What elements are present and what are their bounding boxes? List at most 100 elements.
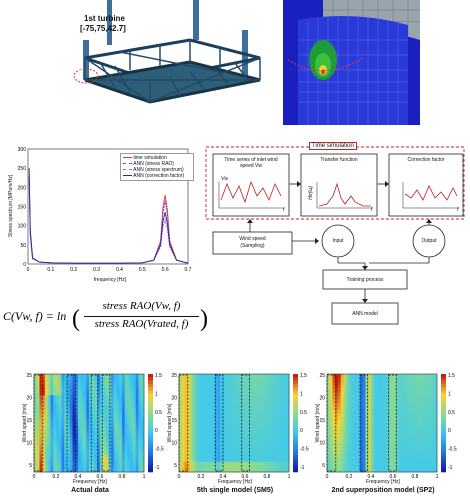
heatmap-cell	[89, 384, 93, 389]
heatmap-cell	[58, 395, 62, 399]
heatmap-cell	[64, 405, 68, 410]
heatmap-cell	[250, 465, 254, 469]
heatmap-cell	[45, 447, 49, 452]
heatmap-cell	[78, 465, 82, 469]
heatmap-cell	[368, 395, 372, 399]
heatmap-cell	[80, 423, 84, 427]
heatmap-xlabel: Frequency [Hz]	[366, 479, 400, 485]
heatmap-cell	[231, 416, 235, 420]
heatmap-cell	[245, 433, 249, 438]
heatmap-cell	[384, 433, 388, 438]
heatmap-cell	[97, 405, 101, 410]
colorbar-segment	[441, 374, 446, 378]
heatmap-cell	[283, 423, 287, 427]
heatmap-cell	[428, 402, 432, 406]
heatmap-cell	[362, 416, 366, 420]
heatmap-cell	[343, 374, 347, 378]
heatmap-cell	[390, 398, 394, 403]
heatmap-cell	[53, 402, 57, 406]
heatmap-cell	[89, 412, 93, 417]
heatmap-cell	[365, 388, 369, 392]
heatmap-cell	[256, 451, 260, 455]
heatmap-cell	[373, 377, 377, 382]
heatmap-cell	[50, 444, 54, 448]
heatmap-cell	[220, 430, 224, 434]
heatmap-cell	[404, 468, 408, 473]
heatmap-cell	[69, 388, 73, 392]
heatmap-cell	[141, 412, 145, 417]
heatmap-cell	[371, 405, 375, 410]
heatmap-cell	[234, 468, 238, 473]
colorbar-segment	[293, 374, 298, 378]
heatmap-cell	[56, 388, 60, 392]
heatmap-cell	[253, 416, 257, 420]
heatmap-cell	[283, 381, 287, 385]
colorbar-segment	[293, 452, 298, 456]
heatmap-cell	[371, 402, 375, 406]
heatmap-cell	[58, 444, 62, 448]
heatmap-cell	[343, 461, 347, 466]
heatmap-cell	[220, 395, 224, 399]
heatmap-cell	[42, 412, 46, 417]
heatmap-cell	[371, 444, 375, 448]
heatmap-cell	[124, 405, 128, 410]
heatmap-cell	[332, 465, 336, 469]
heatmap-cell	[89, 451, 93, 455]
heatmap-cell	[387, 430, 391, 434]
heatmap-cell	[201, 454, 205, 459]
heatmap-cell	[280, 461, 284, 466]
heatmap-cell	[387, 409, 391, 413]
heatmap-cell	[201, 377, 205, 382]
heatmap-cell	[116, 440, 120, 445]
heatmap-cell	[217, 405, 221, 410]
heatmap-cell	[245, 454, 249, 459]
heatmap-cell	[214, 395, 218, 399]
heatmap-cell	[203, 412, 207, 417]
heatmap-cell	[130, 461, 134, 466]
heatmap-cell	[75, 374, 79, 378]
heatmap-cell	[332, 430, 336, 434]
heatmap-cell	[286, 465, 290, 469]
heatmap-cell	[264, 377, 268, 382]
heatmap-cell	[212, 426, 216, 431]
heatmap-cell	[406, 416, 410, 420]
heatmap-cell	[412, 416, 416, 420]
heatmap-cell	[34, 437, 38, 441]
heatmap-cell	[412, 430, 416, 434]
colorbar-segment	[441, 465, 446, 470]
heatmap-cell	[36, 454, 40, 459]
heatmap-cell	[365, 409, 369, 413]
heatmap-cell	[236, 468, 240, 473]
heatmap-cell	[338, 388, 342, 392]
heatmap-cell	[64, 395, 68, 399]
heatmap-cell	[242, 377, 246, 382]
colorbar-segment	[293, 436, 298, 440]
heatmap-cell	[78, 426, 82, 431]
heatmap-cell	[349, 395, 353, 399]
heatmap-cell	[198, 461, 202, 466]
heatmap-cell	[141, 384, 145, 389]
heatmap-cell	[78, 405, 82, 410]
heatmap-cell	[214, 377, 218, 382]
heatmap-cell	[420, 391, 424, 396]
heatmap-cell	[231, 458, 235, 462]
heatmap-cell	[39, 405, 43, 410]
heatmap-cell	[409, 374, 413, 378]
heatmap-cell	[97, 433, 101, 438]
heatmap-cell	[220, 412, 224, 417]
heatmap-cell	[335, 440, 339, 445]
heatmap-cell	[56, 398, 60, 403]
heatmap-cell	[206, 395, 210, 399]
heatmap-cell	[97, 437, 101, 441]
heatmap-cell	[376, 430, 380, 434]
heatmap-cell	[395, 423, 399, 427]
heatmap-cell	[360, 377, 364, 382]
heatmap-cell	[373, 416, 377, 420]
heatmap-cell	[217, 437, 221, 441]
heatmap-cell	[406, 468, 410, 473]
heatmap-cell	[64, 430, 68, 434]
heatmap-cell	[360, 451, 364, 455]
heatmap-cell	[278, 395, 282, 399]
heatmap-cell	[78, 423, 82, 427]
heatmap-cell	[179, 402, 183, 406]
